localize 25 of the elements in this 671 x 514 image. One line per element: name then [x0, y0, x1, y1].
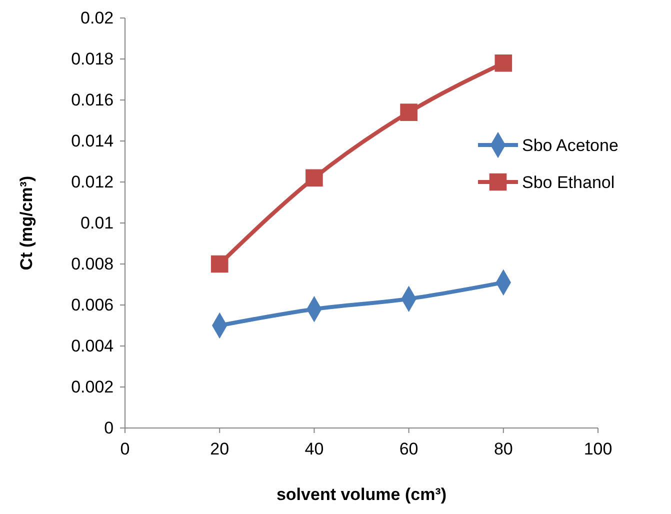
- legend-label: Sbo Ethanol: [522, 173, 615, 192]
- y-tick-label: 0.006: [71, 295, 114, 314]
- y-tick-label: 0.014: [71, 131, 114, 150]
- point: [306, 169, 323, 187]
- x-axis-title: solvent volume (cm³): [276, 485, 447, 504]
- y-tick-label: 0.012: [71, 172, 114, 192]
- point: [400, 104, 418, 121]
- point: [210, 255, 228, 273]
- y-tick-label: 0.008: [71, 254, 114, 274]
- y-axis-title: Ct (mg/cm³): [17, 176, 36, 270]
- y-tick-label: 0.02: [80, 8, 114, 28]
- y-tick-label: 0.018: [71, 49, 114, 68]
- x-tick-label: 80: [494, 440, 513, 459]
- y-tick-label: 0.01: [80, 213, 114, 232]
- x-tick-label: 100: [584, 440, 612, 459]
- x-tick-label: 20: [210, 440, 230, 459]
- x-tick-label: 0: [120, 440, 130, 459]
- y-tick-label: 0: [104, 418, 114, 438]
- y-tick-label: 0.004: [71, 336, 114, 356]
- x-tick-label: 40: [304, 440, 324, 459]
- y-tick-label: 0.002: [71, 377, 114, 396]
- y-tick-label: 0.016: [71, 90, 114, 110]
- legend-label: Sbo Acetone: [522, 136, 618, 155]
- x-tick-label: 60: [399, 440, 418, 459]
- point: [494, 54, 512, 72]
